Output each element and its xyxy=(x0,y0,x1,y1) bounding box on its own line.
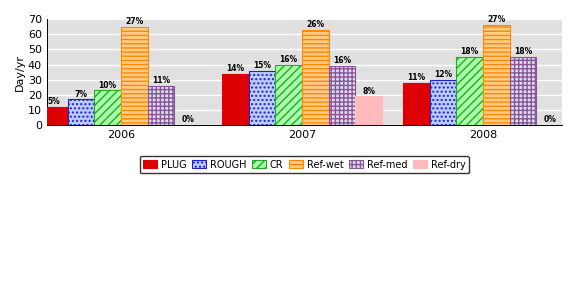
Bar xyxy=(41,107,68,125)
Bar xyxy=(302,30,329,125)
Bar xyxy=(275,64,302,125)
Text: 16%: 16% xyxy=(333,56,351,65)
Bar xyxy=(456,57,483,125)
Text: 27%: 27% xyxy=(488,15,505,24)
Text: 8%: 8% xyxy=(362,87,375,96)
Text: 18%: 18% xyxy=(514,47,532,56)
Bar xyxy=(329,66,355,125)
Text: 26%: 26% xyxy=(306,20,324,29)
Bar xyxy=(510,57,537,125)
Bar xyxy=(483,25,510,125)
Bar xyxy=(121,27,148,125)
Bar xyxy=(95,90,121,125)
Text: 5%: 5% xyxy=(48,97,61,106)
Text: 12%: 12% xyxy=(434,70,452,79)
Bar xyxy=(430,80,456,125)
Text: 15%: 15% xyxy=(253,61,271,70)
Text: 7%: 7% xyxy=(74,90,88,99)
Text: 14%: 14% xyxy=(226,64,245,73)
Bar xyxy=(222,74,249,125)
Bar xyxy=(148,86,174,125)
Text: 10%: 10% xyxy=(99,81,117,89)
Bar xyxy=(355,96,382,125)
Bar xyxy=(403,83,430,125)
Text: 11%: 11% xyxy=(152,76,170,85)
Legend: PLUG, ROUGH, CR, Ref-wet, Ref-med, Ref-dry: PLUG, ROUGH, CR, Ref-wet, Ref-med, Ref-d… xyxy=(140,156,469,174)
Y-axis label: Day/yr: Day/yr xyxy=(15,54,25,91)
Text: 0%: 0% xyxy=(544,115,556,125)
Text: 11%: 11% xyxy=(407,73,425,82)
Text: 0%: 0% xyxy=(181,115,194,125)
Bar xyxy=(68,99,95,125)
Bar xyxy=(249,71,275,125)
Text: 16%: 16% xyxy=(280,55,298,64)
Text: 27%: 27% xyxy=(125,17,144,26)
Text: 18%: 18% xyxy=(460,47,479,56)
